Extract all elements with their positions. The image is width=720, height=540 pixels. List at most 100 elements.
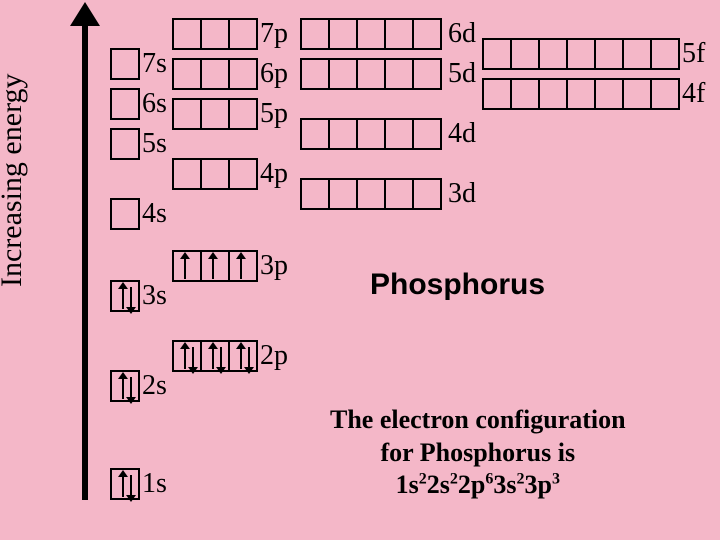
orbital-box [200,58,230,90]
orbital-box [228,250,258,282]
orbital-box [200,158,230,190]
orbital-label: 2s [142,370,167,402]
orbital-2s: 2s [110,370,171,402]
orbital-label: 4p [260,158,288,190]
orbital-box [228,18,258,50]
config-line1: The electron configuration [330,404,626,437]
orbital-boxes [110,88,140,120]
orbital-boxes [300,18,442,50]
element-name: Phosphorus [370,268,545,302]
orbital-7s: 7s [110,48,171,80]
orbital-box [200,340,230,372]
y-axis-label: Increasing energy [0,73,29,287]
orbital-label: 7p [260,18,288,50]
orbital-box [172,98,202,130]
orbital-box [300,58,330,90]
orbital-box [110,280,140,312]
orbital-6p: 6p [172,58,292,90]
orbital-box [510,38,540,70]
orbital-boxes [110,198,140,230]
orbital-label: 6p [260,58,288,90]
orbital-5d: 5d [300,58,478,90]
orbital-box [172,18,202,50]
orbital-box [384,118,414,150]
orbital-box [172,340,202,372]
orbital-boxes [300,58,442,90]
energy-diagram: Increasing energy 1s2s2p3s3p4s3d4p5s4d5p… [0,0,720,540]
config-line2: for Phosphorus is [330,437,626,470]
orbital-box [110,88,140,120]
orbital-boxes [110,370,140,402]
orbital-box [228,340,258,372]
electron-up-icon [184,347,186,369]
orbital-4p: 4p [172,158,292,190]
orbital-box [566,78,596,110]
orbital-7p: 7p [172,18,292,50]
orbital-label: 6s [142,88,167,120]
electron-down-icon [130,475,132,497]
orbital-label: 5p [260,98,288,130]
orbital-5p: 5p [172,98,292,130]
orbital-boxes [300,178,442,210]
orbital-box [510,78,540,110]
orbital-box [622,38,652,70]
orbital-box [110,128,140,160]
orbital-box [200,250,230,282]
orbital-box [228,158,258,190]
orbital-label: 5s [142,128,167,160]
orbital-box [650,78,680,110]
orbital-label: 3p [260,250,288,282]
orbital-box [566,38,596,70]
orbital-box [200,98,230,130]
orbital-2p: 2p [172,340,292,372]
orbital-boxes [172,98,258,130]
orbital-box [110,198,140,230]
orbital-box [356,18,386,50]
orbital-label: 4d [448,118,476,150]
electron-down-icon [220,347,222,369]
orbital-box [412,118,442,150]
orbital-4d: 4d [300,118,478,150]
orbital-box [412,58,442,90]
orbital-label: 7s [142,48,167,80]
orbital-boxes [110,48,140,80]
orbital-label: 4f [682,78,705,110]
orbital-box [356,178,386,210]
energy-arrow [82,20,88,500]
orbital-label: 3d [448,178,476,210]
orbital-box [622,78,652,110]
orbital-boxes [300,118,442,150]
orbital-boxes [172,158,258,190]
orbital-box [384,18,414,50]
electron-up-icon [122,287,124,309]
orbital-box [228,58,258,90]
orbital-4f: 4f [482,78,709,110]
orbital-box [110,48,140,80]
orbital-box [110,370,140,402]
orbital-boxes [110,128,140,160]
orbital-box [172,250,202,282]
orbital-box [594,78,624,110]
orbital-boxes [482,38,680,70]
orbital-boxes [172,250,258,282]
orbital-boxes [110,468,140,500]
orbital-box [384,178,414,210]
orbital-box [200,18,230,50]
orbital-box [412,18,442,50]
electron-up-icon [240,257,242,279]
orbital-3d: 3d [300,178,478,210]
orbital-boxes [172,18,258,50]
electron-down-icon [248,347,250,369]
electron-configuration-text: The electron configuration for Phosphoru… [330,404,626,502]
orbital-3s: 3s [110,280,171,312]
orbital-box [172,58,202,90]
electron-up-icon [122,475,124,497]
orbital-label: 2p [260,340,288,372]
orbital-label: 6d [448,18,476,50]
electron-down-icon [130,377,132,399]
orbital-box [482,78,512,110]
orbital-1s: 1s [110,468,171,500]
orbital-box [356,58,386,90]
orbital-5f: 5f [482,38,709,70]
orbital-box [650,38,680,70]
